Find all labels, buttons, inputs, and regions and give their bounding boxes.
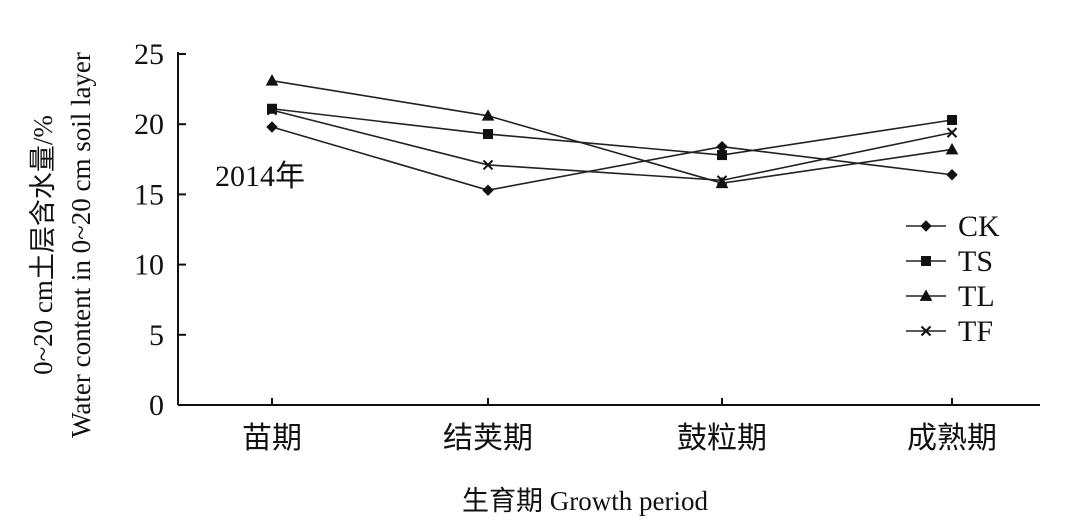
legend-marker bbox=[919, 289, 933, 301]
y-axis-title-line2: Water content in 0~20 cm soil layer bbox=[66, 52, 96, 438]
legend-label: TF bbox=[958, 315, 993, 348]
data-point-ts bbox=[947, 114, 957, 125]
x-category-label: 结荚期 bbox=[443, 422, 533, 455]
y-tick-label: 25 bbox=[134, 38, 164, 71]
data-point-tf bbox=[946, 127, 958, 138]
data-point-ck bbox=[482, 184, 494, 196]
data-point-tf bbox=[716, 175, 728, 186]
legend-label: TS bbox=[958, 245, 993, 278]
series-tf bbox=[266, 104, 958, 186]
series-layer bbox=[265, 74, 959, 196]
data-point-tl bbox=[481, 109, 495, 121]
y-axis-title-line1: 0~20 cm土层含水量/% bbox=[28, 115, 58, 375]
x-axis-title: 生育期 Growth period bbox=[462, 486, 708, 516]
y-tick-label: 15 bbox=[134, 178, 164, 211]
x-category-label: 鼓粒期 bbox=[677, 422, 767, 455]
y-axis-ticks: 0 5 10 15 20 25 bbox=[134, 38, 186, 422]
data-point-tf bbox=[266, 104, 278, 116]
series-ck bbox=[266, 121, 958, 196]
legend-item-ck: CK bbox=[906, 210, 1000, 243]
y-tick-label: 10 bbox=[134, 249, 164, 282]
legend-marker bbox=[921, 256, 931, 266]
legend-item-tf: TF bbox=[906, 315, 993, 348]
legend-label: TL bbox=[958, 280, 995, 313]
y-tick-label: 5 bbox=[149, 319, 164, 352]
series-tl bbox=[265, 74, 959, 189]
x-category-label: 苗期 bbox=[242, 422, 302, 455]
y-tick-label: 20 bbox=[134, 108, 164, 141]
legend-item-tl: TL bbox=[906, 280, 995, 313]
data-point-tl bbox=[945, 142, 959, 155]
data-point-ts bbox=[483, 129, 493, 140]
series-line-tf bbox=[271, 109, 953, 182]
data-point-tl bbox=[265, 74, 279, 86]
data-point-ck bbox=[946, 169, 958, 181]
legend-marker bbox=[920, 220, 932, 232]
data-point-tf bbox=[482, 159, 494, 171]
legend-marker bbox=[920, 325, 932, 337]
series-line-tl bbox=[271, 79, 953, 184]
year-annotation: 2014年 bbox=[215, 160, 305, 193]
data-point-ts bbox=[717, 150, 727, 161]
legend-label: CK bbox=[958, 210, 1000, 243]
series-line-ts bbox=[271, 107, 953, 156]
x-axis-ticks: 苗期 结荚期 鼓粒期 成熟期 bbox=[242, 398, 997, 455]
legend-item-ts: TS bbox=[906, 245, 993, 278]
data-point-ck bbox=[266, 121, 278, 133]
series-line-ck bbox=[271, 126, 953, 192]
x-category-label: 成熟期 bbox=[907, 422, 997, 455]
y-tick-label: 0 bbox=[149, 389, 164, 422]
y-axis-title: 0~20 cm土层含水量/% Water content in 0~20 cm … bbox=[28, 52, 96, 438]
